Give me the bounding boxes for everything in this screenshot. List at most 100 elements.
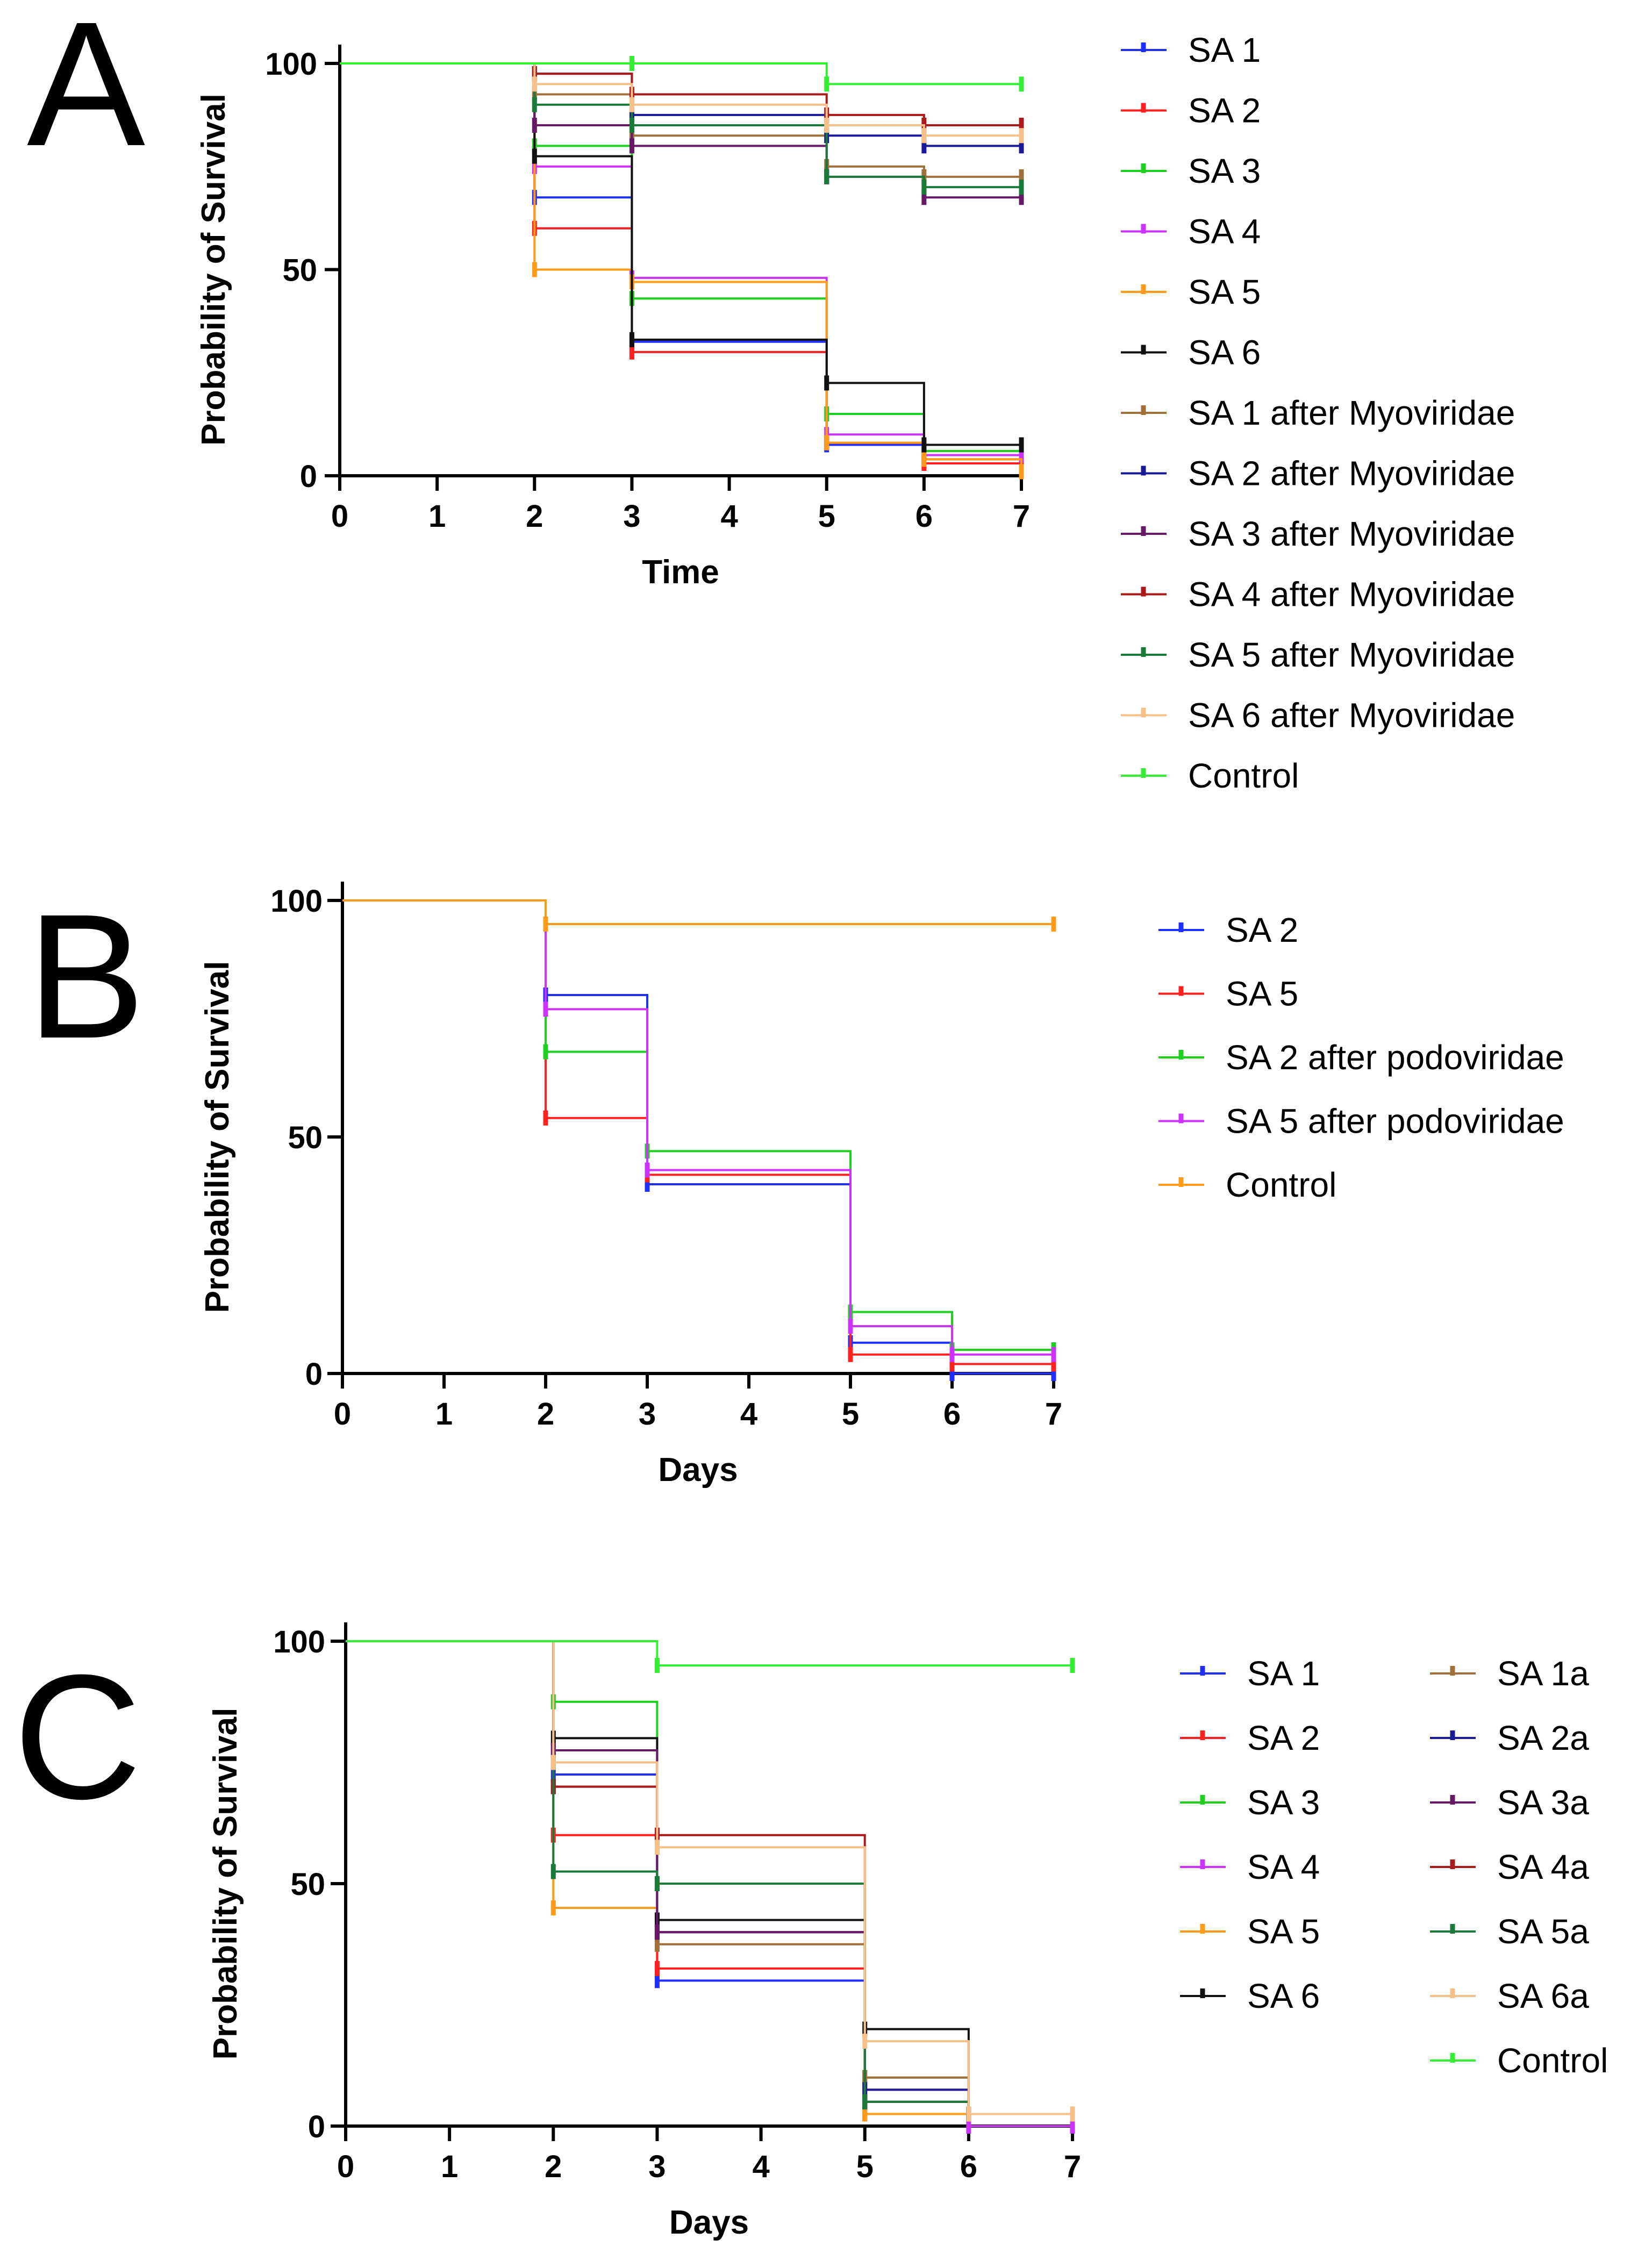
legend-item-label: SA 3 [1247,1783,1320,1822]
panel-label-c: C [13,1637,141,1836]
series-line-5 [340,62,1021,446]
series-line-4 [342,899,1054,925]
series-line-2 [346,1640,1072,2115]
legend-item-label: SA 3a [1497,1783,1589,1822]
legend-item-label: SA 2 [1247,1719,1320,1757]
legend-item-label: SA 3 [1188,152,1261,190]
x-tick-label: 7 [1064,2149,1081,2184]
series-line-1 [346,1640,1072,2115]
legend-item-label: SA 5 after Myoviridae [1188,635,1515,674]
x-tick-label: 7 [1013,499,1030,534]
x-tick-label: 2 [537,1397,554,1432]
y-tick-label: 50 [282,253,317,288]
series-line-0 [342,899,1054,1375]
series-line-9 [346,1640,1072,2115]
panel-c-chart: 0 1 2 3 4 5 6 7 0 50 100 Days Probability of Surviva… [207,1622,1608,2241]
legend-item-label: SA 1 after Myoviridae [1188,393,1515,432]
y-tick-label: 100 [273,1625,325,1659]
x-tick-label: 4 [720,499,738,534]
series-line-5 [346,1640,1072,2115]
series-line-6 [340,62,1021,178]
legend-item-label: SA 6 [1188,333,1261,372]
legend-item-label: SA 4 after Myoviridae [1188,575,1515,614]
series-line-10 [346,1640,1072,2115]
series-line-0 [346,1640,1072,2115]
legend-item-label: SA 3 after Myoviridae [1188,514,1515,553]
legend-item-label: SA 5 [1226,975,1298,1013]
panel-b-chart: 0 1 2 3 4 5 6 7 0 50 100 Days Probability of Surviva… [199,882,1564,1489]
x-tick-label: 0 [331,499,348,534]
series-line-0 [340,62,1021,461]
y-tick-label: 100 [270,884,323,919]
series-line-1 [340,62,1021,464]
x-tick-label: 6 [960,2149,977,2184]
x-tick-label: 2 [545,2149,562,2184]
legend-item-label: SA 5a [1497,1912,1589,1951]
x-tick-label: 5 [856,2149,874,2184]
x-tick-label: 3 [639,1397,656,1432]
x-tick-label: 3 [623,499,640,534]
series-line-3 [340,62,1021,456]
x-tick-label: 5 [842,1397,859,1432]
panel-label-b: B [27,877,145,1075]
legend-item-label: Control [1188,756,1299,795]
x-tick-label: 6 [916,499,933,534]
y-axis-title: Probability of Survival [195,94,232,446]
legend-item-label: SA 4 [1247,1848,1320,1886]
x-axis-title: Time [642,554,719,591]
legend-item-label: SA 2 after podoviridae [1226,1038,1564,1077]
legend-item-label: SA 5 [1188,273,1261,311]
y-tick-label: 0 [305,1357,323,1392]
legend-item-label: SA 2 after Myoviridae [1188,454,1515,493]
x-tick-label: 1 [428,499,446,534]
x-tick-label: 5 [818,499,835,534]
x-tick-label: 1 [441,2149,458,2184]
series-line-2 [340,62,1021,452]
legend-item-label: SA 2 [1226,911,1298,949]
legend-item-label: Control [1497,2041,1608,2080]
legend-item-label: SA 6 [1247,1977,1320,2015]
legend-item-label: SA 4a [1497,1848,1589,1886]
series-line-12 [340,62,1021,85]
series-line-6 [346,1640,1072,2115]
y-tick-label: 50 [288,1120,323,1155]
y-tick-label: 0 [308,2109,325,2144]
series-line-4 [340,62,1022,472]
panel-label-a: A [27,0,146,183]
series-line-8 [346,1640,1072,2115]
x-tick-label: 3 [648,2149,666,2184]
series-line-7 [346,1640,1072,2115]
legend-item-label: SA 2 [1188,91,1261,130]
legend-item-label: SA 5 after podoviridae [1226,1102,1564,1141]
y-axis-title: Probability of Survival [199,961,236,1313]
x-tick-label: 2 [526,499,543,534]
x-tick-label: 4 [752,2149,769,2184]
legend-item-label: SA 1a [1497,1654,1589,1693]
x-tick-label: 4 [740,1397,757,1432]
y-axis-title: Probability of Survival [207,1708,244,2060]
y-tick-label: 100 [265,47,317,82]
series-line-12 [346,1640,1072,1667]
y-tick-label: 0 [300,459,317,494]
series-line-1 [342,899,1054,1365]
series-line-3 [342,899,1054,1356]
legend-item-label: SA 1 [1188,31,1261,69]
series-line-4 [346,1640,1072,2115]
y-tick-label: 50 [290,1867,325,1902]
legend-item-label: Control [1226,1165,1336,1204]
series-line-2 [342,899,1054,1351]
x-tick-label: 0 [337,2149,354,2184]
x-tick-label: 6 [943,1397,961,1432]
legend-item-label: SA 1 [1247,1654,1320,1693]
panel-a-chart: 0 1 2 3 4 5 6 7 0 50 100 Time Probability of Surviva… [195,31,1515,795]
legend-item-label: SA 4 [1188,212,1261,251]
x-tick-label: 7 [1045,1397,1062,1432]
series-line-11 [346,1640,1072,2115]
x-tick-label: 1 [435,1397,453,1432]
legend-item-label: SA 2a [1497,1719,1589,1757]
x-tick-label: 0 [334,1397,351,1432]
x-axis-title: Days [669,2204,749,2241]
legend-item-label: SA 6 after Myoviridae [1188,696,1515,735]
x-axis-title: Days [658,1451,738,1489]
